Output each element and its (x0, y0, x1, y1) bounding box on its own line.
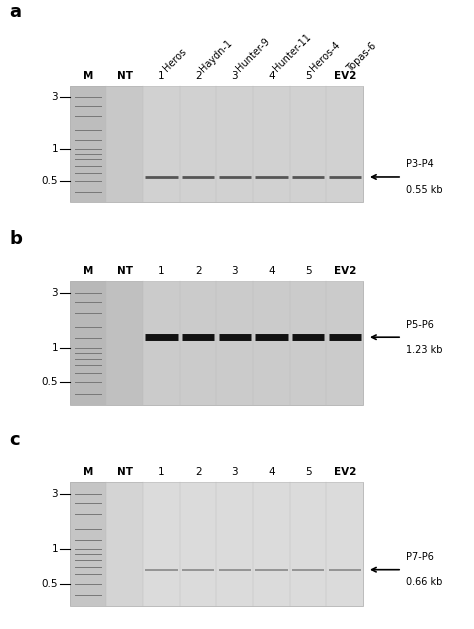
Text: 0.5: 0.5 (42, 579, 58, 589)
Bar (217, 482, 253, 606)
Bar (327, 281, 363, 404)
Text: Haydn-1: Haydn-1 (198, 38, 234, 74)
Text: b: b (9, 230, 22, 248)
Text: Heros-4: Heros-4 (308, 40, 342, 74)
Bar (70, 281, 106, 404)
Text: 1: 1 (52, 144, 58, 154)
Text: P7-P6: P7-P6 (406, 552, 434, 562)
Text: 4: 4 (268, 266, 275, 276)
Text: 3: 3 (231, 266, 238, 276)
Text: 0.66 kb: 0.66 kb (406, 577, 442, 587)
Bar (253, 281, 290, 404)
Text: a: a (9, 3, 21, 21)
Text: c: c (9, 431, 20, 449)
Bar (180, 281, 217, 404)
Text: 4: 4 (268, 71, 275, 81)
Bar (180, 86, 217, 203)
Bar (70, 86, 363, 203)
Text: 3: 3 (231, 71, 238, 81)
Text: Topas-6: Topas-6 (345, 40, 378, 74)
Text: EV2: EV2 (334, 467, 356, 477)
Bar (70, 281, 363, 404)
Text: 4: 4 (268, 467, 275, 477)
Text: Hunter-11: Hunter-11 (272, 32, 313, 74)
Text: M: M (83, 71, 93, 81)
Bar (253, 86, 290, 203)
Text: 1: 1 (52, 544, 58, 554)
Bar (217, 281, 253, 404)
Bar (70, 482, 106, 606)
Text: 0.5: 0.5 (42, 177, 58, 186)
Text: 2: 2 (195, 467, 201, 477)
Text: 3: 3 (52, 489, 58, 499)
Bar (180, 482, 217, 606)
Text: NT: NT (117, 467, 133, 477)
Bar (70, 86, 106, 203)
Bar (290, 86, 327, 203)
Bar (290, 482, 327, 606)
Bar (327, 482, 363, 606)
Text: 1: 1 (158, 467, 165, 477)
Bar (70, 482, 363, 606)
Text: M: M (83, 266, 93, 276)
Text: 1: 1 (158, 266, 165, 276)
Bar (143, 86, 180, 203)
Text: 0.5: 0.5 (42, 377, 58, 387)
Bar (143, 281, 180, 404)
Bar (217, 86, 253, 203)
Text: 5: 5 (305, 266, 311, 276)
Text: 2: 2 (195, 71, 201, 81)
Text: 3: 3 (52, 287, 58, 298)
Text: NT: NT (117, 71, 133, 81)
Text: 3: 3 (52, 92, 58, 103)
Text: EV2: EV2 (334, 71, 356, 81)
Text: 0.55 kb: 0.55 kb (406, 186, 443, 195)
Bar (327, 86, 363, 203)
Text: NT: NT (117, 266, 133, 276)
Text: EV2: EV2 (334, 266, 356, 276)
Text: M: M (83, 467, 93, 477)
Text: P5-P6: P5-P6 (406, 320, 434, 330)
Text: 1: 1 (52, 343, 58, 353)
Text: 5: 5 (305, 467, 311, 477)
Text: P3-P4: P3-P4 (406, 159, 434, 169)
Bar (253, 482, 290, 606)
Bar (143, 482, 180, 606)
Text: 2: 2 (195, 266, 201, 276)
Bar (290, 281, 327, 404)
Text: Hunter-9: Hunter-9 (235, 36, 272, 74)
Text: 1: 1 (158, 71, 165, 81)
Text: 5: 5 (305, 71, 311, 81)
Text: 3: 3 (231, 467, 238, 477)
Text: 1.23 kb: 1.23 kb (406, 345, 442, 355)
Text: Heros: Heros (162, 47, 188, 74)
